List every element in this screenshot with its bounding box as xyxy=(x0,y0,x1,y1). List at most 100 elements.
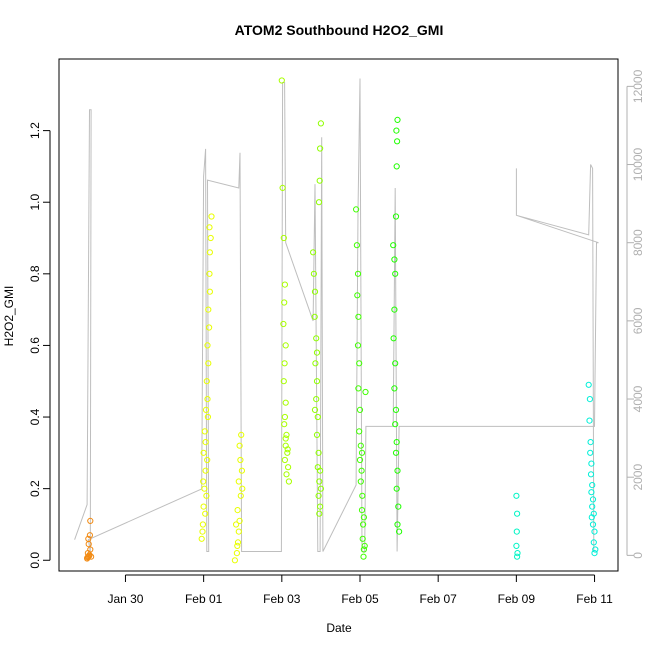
data-point xyxy=(198,535,205,542)
y-tick-label: 0.6 xyxy=(28,337,42,354)
data-point xyxy=(396,528,403,535)
data-point xyxy=(394,116,401,124)
data-point xyxy=(586,417,593,424)
data-point xyxy=(391,306,398,313)
data-point xyxy=(85,535,92,542)
data-point xyxy=(204,342,211,349)
y2-tick-label: 0 xyxy=(631,552,645,559)
data-point xyxy=(285,464,292,471)
points-layer xyxy=(84,77,599,564)
data-point xyxy=(353,206,360,213)
data-point xyxy=(284,449,291,456)
y2-tick-label: 4000 xyxy=(631,385,645,412)
data-point xyxy=(206,324,213,331)
x-tick-label: Feb 11 xyxy=(576,592,613,606)
data-point xyxy=(238,467,245,474)
data-point xyxy=(202,406,210,413)
data-point xyxy=(201,485,208,492)
data-point xyxy=(281,456,288,464)
data-point xyxy=(590,539,597,546)
data-point xyxy=(204,413,211,421)
y2-tick-label: 10000 xyxy=(631,147,645,181)
data-point xyxy=(313,378,321,385)
y-axis-right: 0 2000 4000 6000 8000 10000 12000 xyxy=(626,69,645,559)
data-point xyxy=(513,542,520,550)
data-point xyxy=(391,256,398,263)
data-point xyxy=(391,385,398,392)
data-point xyxy=(317,485,324,492)
data-point xyxy=(282,435,289,442)
data-point xyxy=(585,381,592,388)
data-point xyxy=(311,288,319,295)
data-point xyxy=(315,199,323,206)
data-point xyxy=(393,439,400,446)
data-point xyxy=(354,342,362,349)
x-tick-label: Feb 01 xyxy=(185,592,223,606)
data-point xyxy=(514,550,521,557)
data-point xyxy=(205,360,212,367)
altitude-series-line xyxy=(74,78,599,552)
data-point xyxy=(234,539,242,546)
data-point xyxy=(202,467,209,474)
data-point xyxy=(313,396,320,403)
y-tick-label: 0.2 xyxy=(28,480,42,497)
data-point xyxy=(588,514,595,521)
data-point xyxy=(238,431,245,438)
data-point xyxy=(358,467,365,474)
data-point xyxy=(203,492,210,499)
data-point xyxy=(354,292,361,299)
data-point xyxy=(315,492,322,499)
data-point xyxy=(592,546,599,553)
data-point xyxy=(355,385,362,392)
data-point xyxy=(311,406,319,413)
data-point xyxy=(206,288,213,295)
data-point xyxy=(200,449,207,456)
data-point xyxy=(393,485,400,492)
data-point xyxy=(233,550,240,557)
data-point xyxy=(315,449,322,456)
x-tick-label: Jan 30 xyxy=(107,592,143,606)
data-point xyxy=(317,503,324,510)
data-point xyxy=(282,399,289,406)
data-point xyxy=(392,421,399,428)
data-point xyxy=(203,378,210,385)
x-axis-label: Date xyxy=(326,621,352,635)
data-point xyxy=(355,313,362,320)
data-point xyxy=(199,528,206,535)
data-point xyxy=(206,224,213,231)
data-point xyxy=(316,510,323,517)
data-point xyxy=(514,510,521,517)
data-point xyxy=(206,249,213,256)
data-point xyxy=(588,489,595,496)
data-point xyxy=(280,378,287,385)
y-tick-label: 1.0 xyxy=(28,194,42,211)
y2-tick-label: 2000 xyxy=(631,464,645,491)
data-point xyxy=(206,270,213,277)
data-point xyxy=(317,467,324,474)
data-point xyxy=(204,456,211,464)
data-point xyxy=(362,388,369,396)
data-point xyxy=(394,138,401,145)
data-point xyxy=(202,439,209,446)
data-point xyxy=(390,242,397,249)
data-point xyxy=(360,514,367,521)
chart-title: ATOM2 Southbound H2O2_GMI xyxy=(235,22,444,38)
data-point xyxy=(237,492,244,499)
data-point xyxy=(360,553,367,560)
data-point xyxy=(280,320,287,328)
data-point xyxy=(356,406,364,413)
data-point xyxy=(359,492,366,499)
data-point xyxy=(88,553,95,560)
data-point xyxy=(237,456,244,464)
data-point xyxy=(356,456,364,464)
data-point xyxy=(284,446,291,453)
data-point xyxy=(392,449,400,456)
data-point xyxy=(588,460,595,467)
data-point xyxy=(313,431,321,438)
data-point xyxy=(514,553,521,560)
data-point xyxy=(360,546,367,553)
data-point xyxy=(233,521,240,528)
data-point xyxy=(236,517,243,525)
data-point xyxy=(395,503,402,510)
y-tick-label: 0.8 xyxy=(28,265,42,282)
